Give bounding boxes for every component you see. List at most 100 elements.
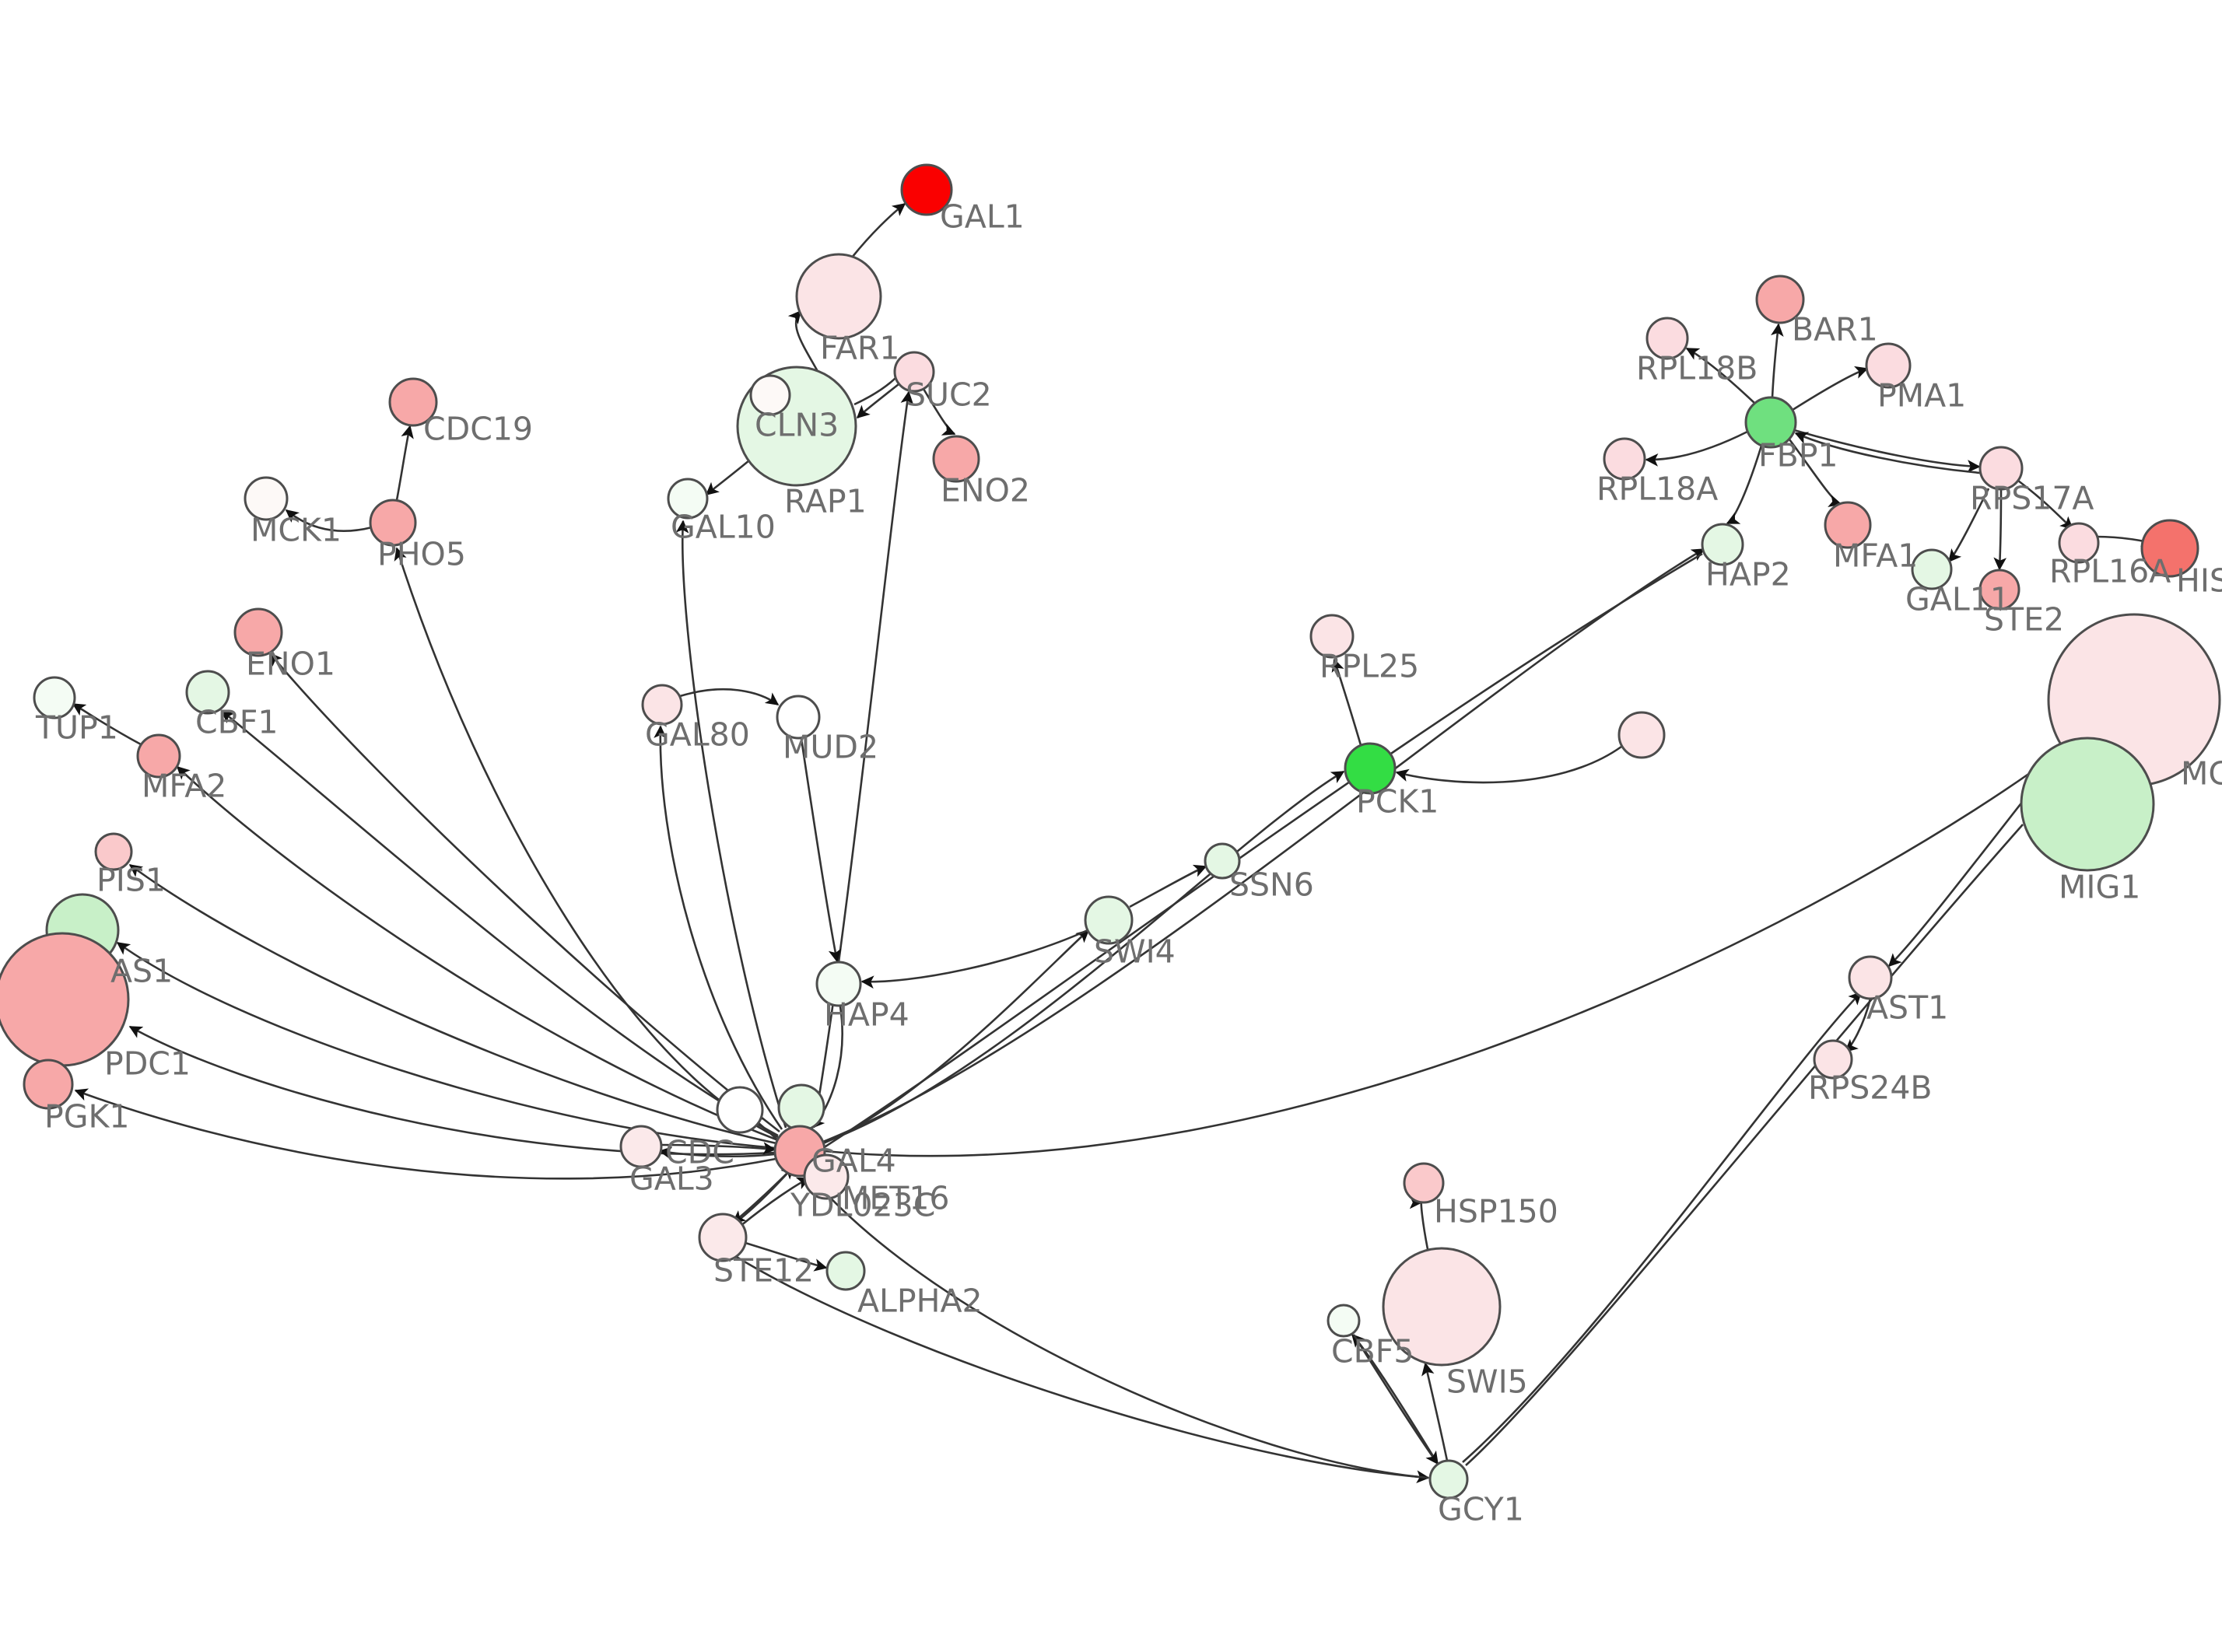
node-label-bar1: BAR1 <box>1792 310 1878 348</box>
node-rps17a[interactable] <box>1978 446 2024 491</box>
node-cdc19[interactable] <box>388 377 438 427</box>
node-label-rpl18b: RPL18B <box>1636 349 1758 387</box>
node-rpl18a[interactable] <box>1603 437 1646 481</box>
node-label-ste12: STE12 <box>713 1251 814 1289</box>
node-mig1[interactable] <box>2020 737 2155 872</box>
node-label-mck1: MCK1 <box>251 511 342 548</box>
edge-suc2-to-eno2 <box>922 388 956 436</box>
node-eno2[interactable] <box>932 435 980 483</box>
node-eno1[interactable] <box>233 607 283 657</box>
node-gal80[interactable] <box>641 684 683 726</box>
node-hap4[interactable] <box>815 961 862 1007</box>
node-ssn6[interactable] <box>1204 842 1241 880</box>
edge-rap1-to-suc2 <box>853 376 897 406</box>
node-gal11[interactable] <box>1911 548 1953 590</box>
node-label-hap4: HAP4 <box>824 996 909 1033</box>
node-gal1[interactable] <box>900 163 953 216</box>
edge-pho5-to-cdc19 <box>395 425 414 501</box>
node-mfa1[interactable] <box>1824 501 1872 549</box>
node-label-pma1: PMA1 <box>1877 376 1966 414</box>
node-met16[interactable] <box>777 1083 825 1132</box>
node-hsp150[interactable] <box>1403 1162 1445 1204</box>
node-label-ast1: AST1 <box>1866 989 1948 1026</box>
node-label-cbf1: CBF1 <box>195 703 278 740</box>
node-mud2[interactable] <box>776 695 821 740</box>
edge-gal4-to-eno1 <box>269 652 780 1133</box>
edge-fbp1-to-rpl18b <box>1685 347 1756 404</box>
node-pck1[interactable] <box>1344 742 1397 795</box>
node-label-fbp1: FBP1 <box>1758 436 1838 474</box>
node-label-met16: MET16 <box>842 1179 950 1216</box>
node-tup1[interactable] <box>33 676 76 719</box>
edge-gcy1-to-swi5 <box>1421 1362 1449 1461</box>
node-label-gal10: GAL10 <box>671 508 776 545</box>
node-ydl023c[interactable] <box>803 1153 850 1200</box>
edge-fbp1-to-rpl18a <box>1645 430 1748 467</box>
node-pis1[interactable] <box>94 832 133 871</box>
node-label-mfa2: MFA2 <box>142 767 226 804</box>
node-cdc39[interactable] <box>716 1086 764 1134</box>
node-gal3[interactable] <box>619 1125 663 1168</box>
nodes-layer[interactable] <box>0 163 2221 1500</box>
node-pho5[interactable] <box>369 499 417 547</box>
edge-fbp1-to-mfa1 <box>1788 439 1842 508</box>
node-ast1[interactable] <box>1848 955 1893 1000</box>
edge-gal4-to-pho5 <box>394 547 779 1139</box>
node-far1[interactable] <box>795 253 882 340</box>
node-label-gal80: GAL80 <box>645 716 750 753</box>
edge-gal4-to-gcy1 <box>808 1174 1430 1484</box>
node-swi4[interactable] <box>1084 895 1134 945</box>
node-rps24b[interactable] <box>1813 1039 1853 1080</box>
edge-mig1-to-gcy1 <box>1465 824 2024 1466</box>
node-ste2[interactable] <box>1978 569 2020 611</box>
edges-layer <box>72 202 2155 1484</box>
node-label-ssn6: SSN6 <box>1229 866 1314 903</box>
edge-gal4-to-gal3 <box>658 1146 776 1160</box>
edge-gal3-to-gal4 <box>661 1142 776 1155</box>
edge-fbp1-to-hap2 <box>1726 445 1763 525</box>
node-label-mfa1: MFA1 <box>1833 537 1918 574</box>
node-suc2[interactable] <box>893 351 935 393</box>
node-mfa2[interactable] <box>136 733 181 779</box>
node-gal10[interactable] <box>667 478 709 520</box>
edge-gal4-to-pis1 <box>128 863 777 1145</box>
node-cln3[interactable] <box>749 374 791 416</box>
node-label-ste2: STE2 <box>1984 600 2064 638</box>
node-hap2[interactable] <box>1701 523 1744 566</box>
node-gcy1[interactable] <box>1428 1459 1469 1500</box>
node-swi5[interactable] <box>1382 1247 1502 1367</box>
node-label-pgk1: PGK1 <box>44 1097 129 1135</box>
node-label-cln3: CLN3 <box>755 406 839 443</box>
node-pgk1[interactable] <box>23 1059 74 1110</box>
node-fbp1[interactable] <box>1744 396 1797 449</box>
edge-pck1-to-rpl25 <box>1331 658 1362 746</box>
node-rpl25[interactable] <box>1309 614 1355 659</box>
node-ste12[interactable] <box>698 1213 748 1262</box>
node-pma1[interactable] <box>1865 342 1912 389</box>
edge-fbp1-to-rps17a <box>1793 429 1981 473</box>
node-label-swi5: SWI5 <box>1446 1363 1528 1400</box>
edge-gal4-to-gal10 <box>675 520 787 1129</box>
node-rpl18b[interactable] <box>1645 317 1689 360</box>
edge-rap1-to-far1 <box>787 310 821 375</box>
node-alpha2[interactable] <box>825 1251 866 1291</box>
node-label-cdc19: CDC19 <box>423 410 533 447</box>
node-rpl16a[interactable] <box>2058 522 2100 564</box>
node-label-ydl023c: YDL023C <box>790 1186 935 1223</box>
node-unlabeled_mid[interactable] <box>1617 711 1666 759</box>
node-label-alpha2: ALPHA2 <box>857 1282 983 1319</box>
node-cbf1[interactable] <box>185 670 230 715</box>
node-label-mig1: MIG1 <box>2059 868 2140 905</box>
edge-mud2-to-hap4 <box>800 738 842 963</box>
node-label-rpl16a: RPL16A <box>2049 552 2171 590</box>
node-his4[interactable] <box>2140 519 2199 578</box>
edge-gal4-to-cbf1 <box>220 709 779 1137</box>
node-label-swi4: SWI4 <box>1094 933 1176 970</box>
edge-unlabeled_mid-to-pck1 <box>1395 745 1622 784</box>
node-bar1[interactable] <box>1755 275 1805 324</box>
node-cbf5[interactable] <box>1327 1304 1361 1338</box>
node-mck1[interactable] <box>244 476 289 521</box>
